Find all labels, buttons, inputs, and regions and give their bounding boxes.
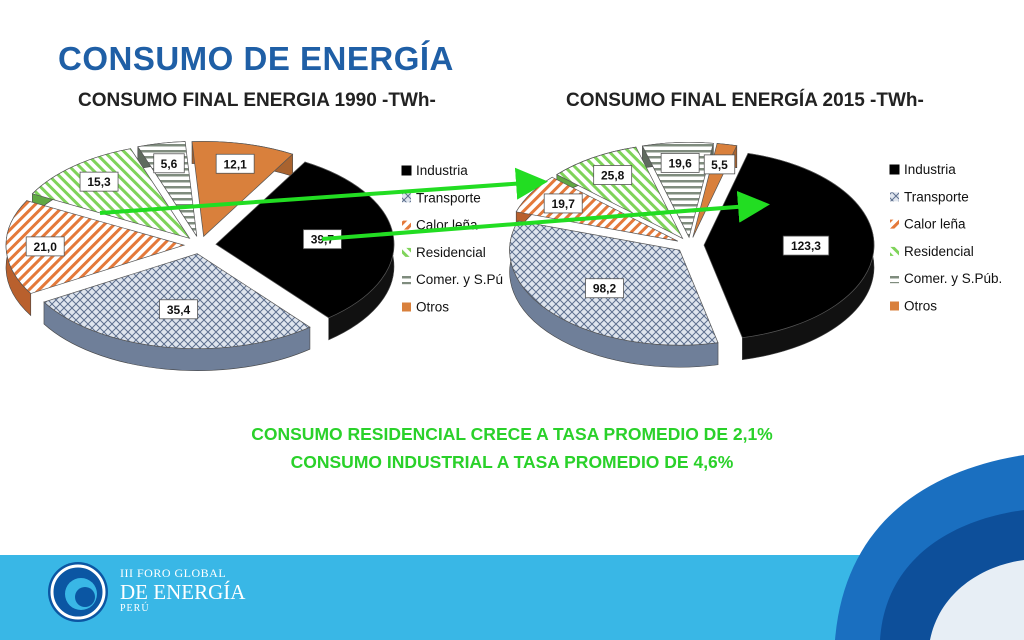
data-label: 5,6 [161,157,178,171]
data-label-box [660,152,700,173]
footer-branding: III FORO GLOBAL DE ENERGÍA PERÚ [120,566,245,614]
legend-label: Industria [904,162,956,177]
legend-swatch [402,302,411,312]
legend-1: Industria Transporte Calor leña Residencial… [889,162,1002,314]
footer-line-2: DE ENERGÍA [120,580,246,604]
arrow-residential [99,167,548,215]
legend-label: Otros [416,300,449,315]
legend-label: Comer. y S.Pú [416,272,503,287]
legend-label: Otros [904,299,937,314]
data-label-box [585,278,624,299]
legend-swatch [402,247,411,257]
legend-swatch [401,165,412,176]
data-label: 25,8 [601,169,625,183]
pie-1: 123,3 98,2 19,7 25,8 19,6 5,5 [509,141,875,368]
slice-calor-le-a [5,200,186,294]
data-label-box [25,236,65,257]
foro-logo-icon [48,562,108,622]
slice-residencial [31,148,191,239]
legend-label: Residencial [904,244,974,259]
data-label: 12,1 [223,157,247,171]
data-label: 19,6 [668,156,692,170]
data-label-box [543,193,583,214]
data-label: 19,7 [552,197,576,211]
footer-line-3: PERÚ [120,603,150,614]
pie-0: 39,735,421,015,35,612,1 [5,141,395,371]
arrow-industrial [321,190,770,241]
data-label: 123,3 [791,239,821,253]
data-label-box [79,171,119,192]
data-label: 35,4 [167,303,191,317]
legend-swatch [890,246,899,256]
legend-swatch [890,192,899,202]
legend-swatch [402,193,411,203]
data-label-box [782,235,830,256]
data-label-box [159,299,198,320]
legend-label: Comer. y S.Púb. [904,271,1002,286]
legend-swatch [890,274,899,284]
chart-1990-title: CONSUMO FINAL ENERGIA 1990 -TWh- [78,90,436,111]
data-label-box [215,153,255,174]
legend-label: Calor leña [904,217,966,232]
summary-industrial: CONSUMO INDUSTRIAL A TASA PROMEDIO DE 4,… [290,452,734,472]
data-label: 5,5 [711,158,728,172]
legend-swatch [890,219,899,229]
data-label-box [153,153,185,174]
legend-label: Industria [416,163,468,178]
data-label: 98,2 [593,282,617,296]
summary-residential: CONSUMO RESIDENCIAL CRECE A TASA PROMEDI… [251,424,773,444]
legend-label: Transporte [904,189,969,204]
data-label-box [593,165,633,185]
footer-line-1: III FORO GLOBAL [120,566,227,580]
legend-label: Transporte [416,190,481,205]
legend-label: Residencial [416,245,486,260]
slide-title: CONSUMO DE ENERGÍA [58,40,454,77]
data-label: 21,0 [34,240,58,254]
data-label-box [703,154,736,175]
legend-swatch [402,220,411,230]
legend-swatch [890,301,899,311]
data-label: 15,3 [87,175,111,189]
slice-residencial [556,146,684,240]
chart-2015-title: CONSUMO FINAL ENERGÍA 2015 -TWh- [566,90,924,111]
legend-swatch [402,275,411,285]
legend-swatch [889,164,900,175]
